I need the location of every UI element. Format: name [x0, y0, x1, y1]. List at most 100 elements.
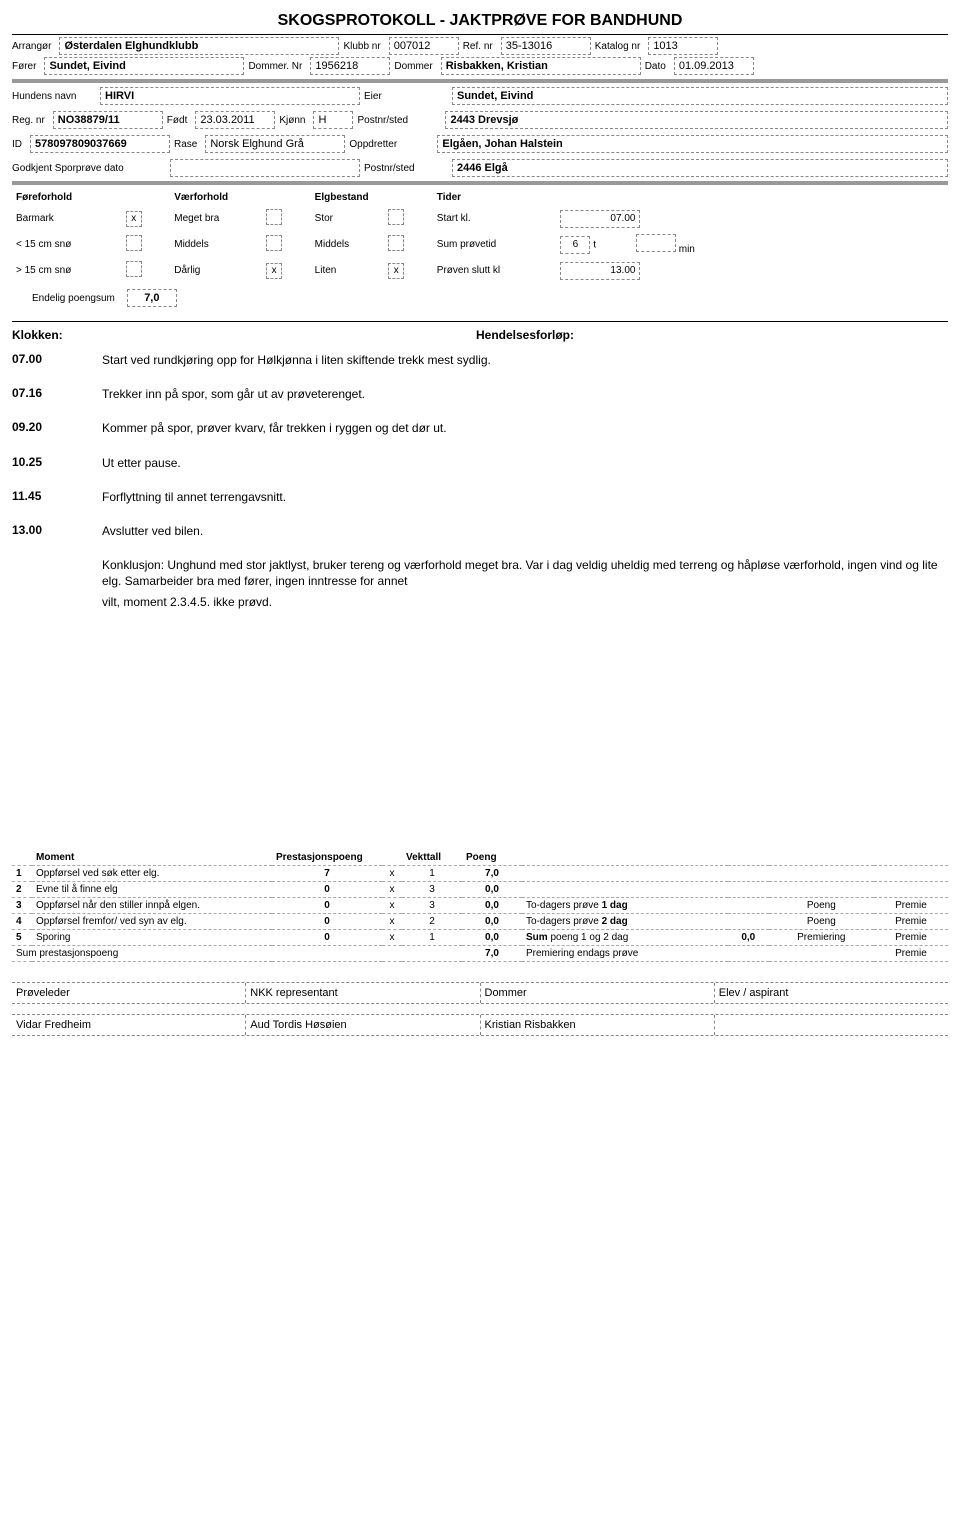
hendelse-row: 09.20Kommer på spor, prøver kvarv, får t… [12, 420, 948, 436]
sum-h: 6 [560, 236, 590, 254]
premiering-label: Premiering [769, 929, 874, 945]
hendelse-list: 07.00Start ved rundkjøring opp for Hølkj… [12, 352, 948, 610]
gt15-check [126, 261, 142, 277]
regnr-label: Reg. nr [12, 115, 45, 126]
endelig-label: Endelig poengsum [32, 293, 115, 304]
katalognr-value: 1013 [648, 37, 718, 55]
dommer-label: Dommer [394, 61, 432, 72]
darlig-check: x [266, 263, 282, 279]
moment-row: 5Sporing0x10,0Sum poeng 1 og 2 dag0,0Pre… [12, 929, 948, 945]
premie1-label: Premie [874, 897, 948, 913]
moment-row: 3Oppførsel når den stiller innpå elgen.0… [12, 897, 948, 913]
middels2-check [388, 235, 404, 251]
lt15-label: < 15 cm snø [12, 231, 122, 258]
arrangor-label: Arrangør [12, 41, 51, 52]
endags-label: Premiering endags prøve [522, 945, 769, 961]
klokken-head: Klokken: [12, 328, 102, 342]
hendelse-txt: Konklusjon: Unghund med stor jaktlyst, b… [102, 557, 948, 589]
id-label: ID [12, 139, 22, 150]
hendelse-row: 13.00Avslutter ved bilen. [12, 523, 948, 539]
sumside-value: 0,0 [728, 929, 769, 945]
katalognr-label: Katalog nr [595, 41, 641, 52]
klubbnr-value: 007012 [389, 37, 459, 55]
klubbnr-label: Klubb nr [343, 41, 380, 52]
premie3-label: Premie [874, 929, 948, 945]
endags-premie-label: Premie [874, 945, 948, 961]
hundnavn-label: Hundens navn [12, 91, 92, 102]
middels2-label: Middels [311, 231, 385, 258]
hundnavn-value: HIRVI [100, 87, 360, 105]
fodt-value: 23.03.2011 [195, 111, 275, 129]
to1-label: To-dagers prøve 1 dag [522, 897, 728, 913]
elev-value [715, 1015, 948, 1035]
sum-min [636, 234, 676, 252]
moment-row: 1Oppførsel ved søk etter elg.7x17,0 [12, 865, 948, 881]
nkk-value: Aud Tordis Høsøien [246, 1015, 480, 1035]
refnr-label: Ref. nr [463, 41, 493, 52]
moment-row: 4Oppførsel fremfor/ ved syn av elg.0x20,… [12, 913, 948, 929]
sporprove-value [170, 159, 360, 177]
liten-check: x [388, 263, 404, 279]
postnr2-label: Postnr/sted [364, 163, 444, 174]
tider-head: Tider [433, 189, 748, 206]
vekt-head: Vekttall [402, 850, 462, 866]
dommernr-label: Dommer. Nr [248, 61, 302, 72]
premie2-label: Premie [874, 913, 948, 929]
kjonn-value: H [313, 111, 353, 129]
hendelse-txt: vilt, moment 2.3.4.5. ikke prøvd. [102, 594, 948, 610]
fodt-label: Født [167, 115, 188, 126]
sporprove-label: Godkjent Sporprøve dato [12, 163, 162, 174]
eier-label: Eier [364, 91, 444, 102]
hendelse-txt: Forflyttning til annet terrengavsnitt. [102, 489, 948, 505]
sumprest-label: Sum prestasjonspoeng [12, 945, 272, 961]
hendelse-kl: 07.16 [12, 386, 102, 402]
hendelse-txt: Ut etter pause. [102, 455, 948, 471]
postnr1-label: Postnr/sted [357, 115, 437, 126]
hendelse-row: 11.45Forflyttning til annet terrengavsni… [12, 489, 948, 505]
sum-min-label: min [679, 244, 695, 255]
hendelse-row: vilt, moment 2.3.4.5. ikke prøvd. [12, 594, 948, 610]
arrangor-value: Østerdalen Elghundklubb [59, 37, 339, 55]
moment-head: Moment [32, 850, 272, 866]
sum-label: Sum prøvetid [433, 231, 557, 258]
hendelse-kl: 11.45 [12, 489, 102, 505]
dommernr-value: 1956218 [310, 57, 390, 75]
dato-value: 01.09.2013 [674, 57, 754, 75]
sigdommer-label: Dommer [481, 983, 715, 1003]
hendelse-kl [12, 557, 102, 589]
vaer-head: Værforhold [170, 189, 310, 206]
refnr-value: 35-13016 [501, 37, 591, 55]
poeng-head: Poeng [462, 850, 522, 866]
moment-row: 2Evne til å finne elg0x30,0 [12, 881, 948, 897]
hendelse-row: Konklusjon: Unghund med stor jaktlyst, b… [12, 557, 948, 589]
barmark-check: x [126, 211, 142, 227]
sumside-label: Sum poeng 1 og 2 dag [522, 929, 728, 945]
barmark-label: Barmark [12, 206, 122, 231]
lt15-check [126, 235, 142, 251]
prest-head: Prestasjonspoeng [272, 850, 382, 866]
slutt-label: Prøven slutt kl [433, 258, 557, 283]
startkl-label: Start kl. [433, 206, 557, 231]
fore-head: Føreforhold [12, 189, 170, 206]
dommer-value: Risbakken, Kristian [441, 57, 641, 75]
eier-value: Sundet, Eivind [452, 87, 948, 105]
nkk-label: NKK representant [246, 983, 480, 1003]
meget-check [266, 209, 282, 225]
stor-label: Stor [311, 206, 385, 231]
elev-label: Elev / aspirant [715, 983, 948, 1003]
stor-check [388, 209, 404, 225]
page-title: SKOGSPROTOKOLL - JAKTPRØVE FOR BANDHUND [12, 12, 948, 30]
slutt-value: 13.00 [560, 262, 640, 280]
to2-label: To-dagers prøve 2 dag [522, 913, 728, 929]
rase-value: Norsk Elghund Grå [205, 135, 345, 153]
sigdommer-value: Kristian Risbakken [481, 1015, 715, 1035]
hendelse-kl [12, 594, 102, 610]
postnr2-value: 2446 Elgå [452, 159, 948, 177]
hendelse-txt: Avslutter ved bilen. [102, 523, 948, 539]
gt15-label: > 15 cm snø [12, 258, 122, 283]
hendelse-kl: 07.00 [12, 352, 102, 368]
startkl-value: 07.00 [560, 210, 640, 228]
moment-table: Moment Prestasjonspoeng Vekttall Poeng 1… [12, 850, 948, 962]
dato-label: Dato [645, 61, 666, 72]
kjonn-label: Kjønn [279, 115, 305, 126]
